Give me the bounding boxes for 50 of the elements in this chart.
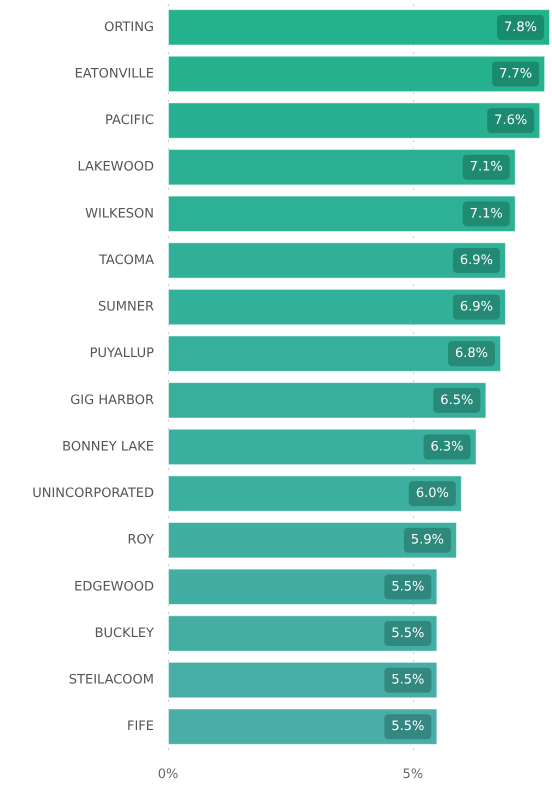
y-tick-label: LAKEWOOD — [77, 160, 154, 175]
y-tick-label: PACIFIC — [105, 113, 154, 128]
bar — [168, 288, 506, 326]
bar — [168, 56, 546, 92]
bar — [168, 196, 516, 232]
bar — [168, 662, 438, 698]
y-tick-label: TACOMA — [98, 252, 154, 268]
data-label: 7.8% — [504, 20, 537, 35]
bar — [168, 102, 540, 139]
data-label: 6.0% — [416, 486, 449, 502]
bar — [168, 708, 438, 745]
bar — [168, 475, 462, 512]
data-label: 6.9% — [460, 300, 493, 315]
data-label: 6.9% — [460, 252, 493, 268]
bar — [168, 9, 550, 46]
bar — [168, 428, 477, 466]
y-tick-label: EDGEWOOD — [74, 579, 154, 594]
y-tick-label: WILKESON — [85, 206, 154, 222]
y-tick-label: PUYALLUP — [90, 346, 154, 362]
bar — [168, 242, 506, 279]
x-tick-label: 0% — [158, 767, 178, 782]
bar — [168, 149, 516, 186]
data-label: 6.5% — [440, 392, 474, 408]
data-label: 6.8% — [454, 346, 488, 362]
data-label: 5.5% — [391, 672, 424, 688]
bar — [168, 336, 502, 372]
y-tick-label: GIG HARBOR — [70, 392, 154, 408]
y-tick-label: UNINCORPORATED — [32, 486, 154, 502]
bar — [168, 382, 486, 418]
data-label: 7.1% — [470, 206, 503, 222]
data-label: 7.6% — [494, 113, 528, 128]
y-tick-label: FIFE — [126, 719, 154, 734]
x-tick-label: 5% — [402, 767, 424, 782]
y-tick-label: ROY — [128, 532, 154, 548]
data-label: 7.7% — [499, 66, 532, 82]
y-tick-label: SUMNER — [98, 300, 154, 315]
bar — [168, 568, 438, 605]
y-tick-label: BUCKLEY — [94, 626, 154, 641]
bar — [168, 522, 457, 558]
data-label: 5.9% — [410, 532, 444, 548]
data-label: 5.5% — [391, 626, 424, 641]
data-label: 5.5% — [391, 579, 424, 594]
bar — [168, 615, 438, 652]
data-label: 7.1% — [470, 160, 503, 175]
data-label: 5.5% — [391, 719, 424, 734]
y-tick-label: BONNEY LAKE — [62, 439, 154, 454]
y-tick-label: ORTING — [104, 20, 154, 35]
data-label: 6.3% — [430, 439, 464, 454]
y-tick-label: EATONVILLE — [74, 66, 154, 82]
y-tick-label: STEILACOOM — [68, 672, 154, 688]
